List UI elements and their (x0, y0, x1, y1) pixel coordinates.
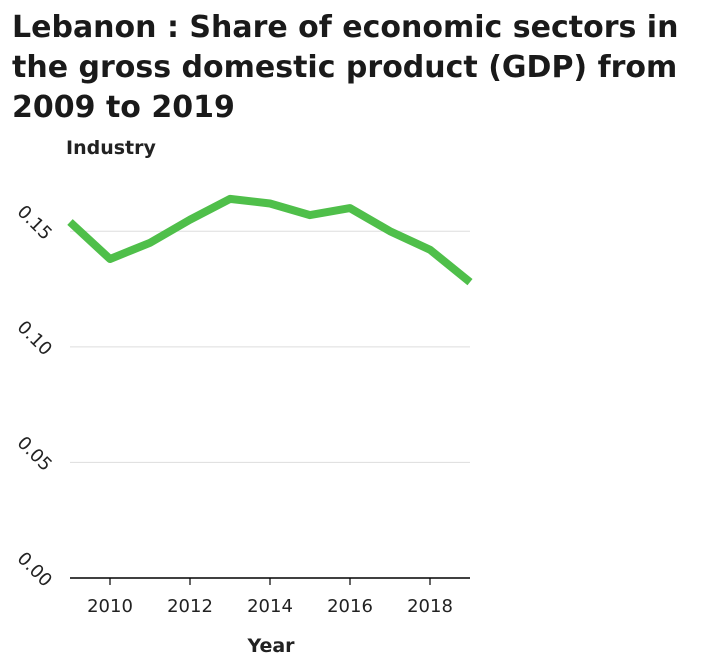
y-tick-label: 0.05 (13, 432, 56, 475)
y-tick-labels: 0.00 0.05 0.10 0.15 (13, 201, 56, 591)
y-axis-label: Industry (66, 137, 156, 159)
x-axis-label: Year (246, 635, 295, 657)
x-tick-label: 2018 (407, 596, 453, 617)
x-tick-labels: 2010 2012 2014 2016 2018 (87, 596, 453, 617)
x-tick-label: 2016 (327, 596, 373, 617)
y-tick-label: 0.00 (13, 548, 56, 591)
x-tick-label: 2010 (87, 596, 133, 617)
series-lines (67, 194, 473, 286)
x-tick-label: 2012 (167, 596, 213, 617)
y-tick-label: 0.10 (13, 317, 56, 360)
gridlines (70, 230, 470, 463)
series-line-industry (67, 194, 473, 286)
x-tick-label: 2014 (247, 596, 293, 617)
y-tick-label: 0.15 (13, 201, 56, 244)
axes (70, 577, 470, 585)
chart-title: Lebanon : Share of economic sectors in t… (12, 10, 679, 125)
